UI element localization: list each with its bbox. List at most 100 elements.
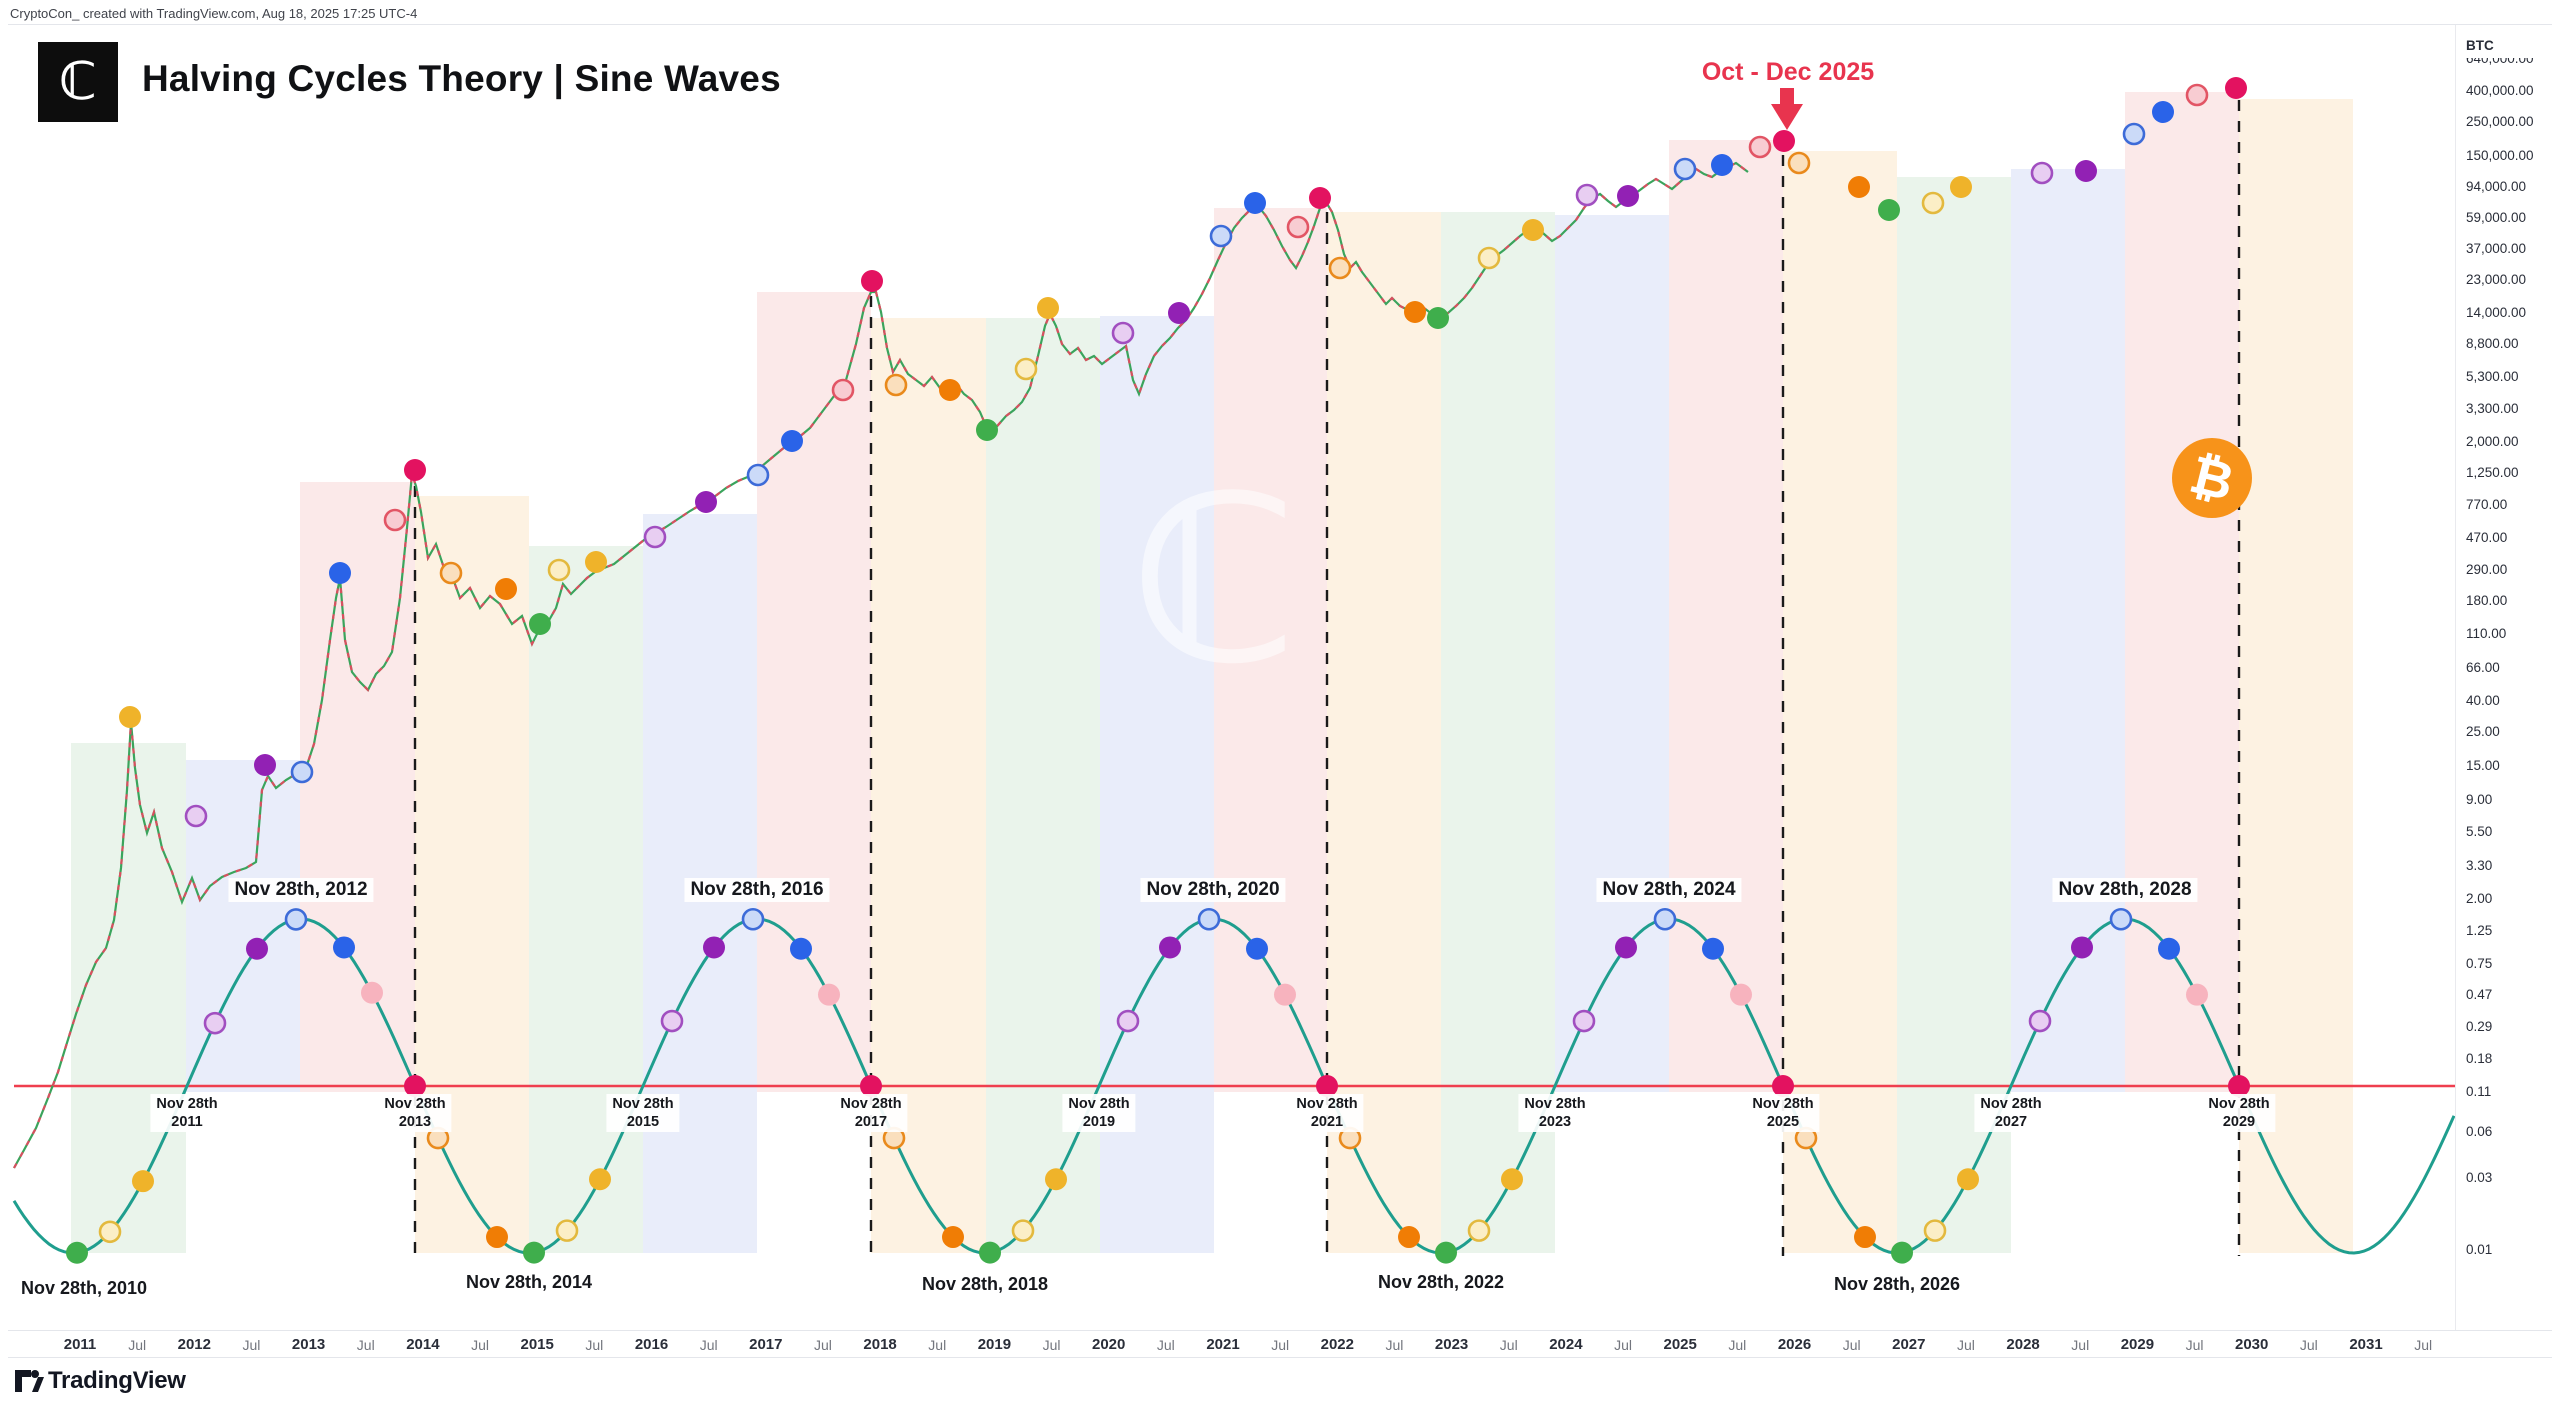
price-dot-lightyellow — [1477, 246, 1501, 270]
price-dot-orange — [1848, 176, 1870, 198]
sine-dot-lightyellow — [98, 1220, 122, 1244]
price-dot-yellow — [585, 551, 607, 573]
peak-date-label: Nov 28th, 2028 — [2052, 878, 2198, 902]
price-dot-lavender — [1575, 183, 1599, 207]
crossing-date-label: Nov 28th 2025 — [1746, 1094, 1820, 1132]
cycle-phase-band — [1555, 215, 1669, 1092]
y-axis-tick: 59,000.00 — [2466, 209, 2527, 225]
x-axis-year-label: 2019 — [977, 1336, 1012, 1353]
price-dot-pink-open — [383, 508, 407, 532]
sine-dot-pink — [361, 981, 383, 1004]
sine-dot-purple — [1159, 936, 1181, 959]
price-dot-lavender — [2030, 161, 2054, 185]
sine-dot-crimson — [404, 1075, 426, 1097]
price-dot-purple — [1168, 302, 1190, 324]
crossing-date-label: Nov 28th 2021 — [1290, 1094, 1364, 1132]
bitcoin-logo-icon — [2172, 438, 2252, 518]
sine-dot-pink — [818, 983, 840, 1006]
price-dot-purple — [1617, 185, 1639, 207]
y-axis-tick: 1,250.00 — [2466, 465, 2519, 481]
x-axis-month-label: Jul — [813, 1337, 832, 1353]
price-dot-green — [1427, 307, 1449, 329]
x-axis-year-label: 2021 — [1206, 1336, 1240, 1353]
cycle-phase-band — [2125, 92, 2239, 1092]
sine-dot-green — [1435, 1241, 1457, 1264]
tradingview-logo-icon[interactable] — [14, 1369, 44, 1397]
cycle-phase-band — [1783, 151, 1897, 1253]
y-axis-tick: 0.18 — [2466, 1050, 2493, 1066]
cryptocon-logo: ℂ — [38, 42, 118, 122]
x-axis-year-label: 2023 — [1434, 1336, 1469, 1353]
y-axis-tick: 14,000.00 — [2466, 305, 2527, 321]
y-axis-tick: 2,000.00 — [2466, 433, 2519, 449]
cycle-phase-band — [300, 482, 415, 1092]
x-axis-year-label: 2024 — [1549, 1336, 1583, 1353]
price-dot-green — [1878, 199, 1900, 221]
trough-date-label: Nov 28th, 2014 — [459, 1271, 599, 1294]
x-axis-year-label: 2012 — [177, 1336, 211, 1353]
y-axis-tick: 0.01 — [2466, 1242, 2493, 1258]
crossing-date-label: Nov 28th 2015 — [606, 1094, 680, 1132]
sine-dot-yellow — [1045, 1168, 1067, 1191]
price-dot-purple — [2075, 160, 2097, 182]
x-axis-month-label: Jul — [471, 1337, 489, 1353]
x-axis-month-label: Jul — [585, 1337, 604, 1353]
sine-dot-pink — [1730, 983, 1752, 1006]
price-dot-lightyellow — [1921, 191, 1945, 215]
crossing-date-label: Nov 28th 2027 — [1974, 1094, 2048, 1132]
price-dot-pink-open — [1286, 215, 1310, 239]
divider — [8, 24, 2552, 25]
y-axis-tick: 3,300.00 — [2466, 400, 2519, 416]
sine-dot-blue — [1246, 937, 1268, 960]
tradingview-brand[interactable]: TradingView — [48, 1367, 186, 1394]
price-dot-orange — [495, 578, 517, 600]
crossing-date-label: Nov 28th 2017 — [834, 1094, 908, 1132]
crossing-date-label: Nov 28th 2013 — [378, 1094, 452, 1132]
price-dot-blue — [2152, 101, 2174, 123]
x-axis-month-label: Jul — [699, 1337, 718, 1353]
price-dot-yellow — [1522, 219, 1544, 241]
sine-dot-lightblue — [2109, 907, 2133, 931]
trough-date-label: Nov 28th, 2018 — [915, 1273, 1055, 1296]
sine-dot-lightyellow — [1011, 1219, 1035, 1242]
price-dot-crimson — [1309, 187, 1331, 209]
x-axis-year-label: 2031 — [2349, 1336, 2383, 1353]
sine-dot-blue — [1702, 937, 1724, 960]
price-dot-pink-open — [831, 378, 855, 402]
cycle-phase-band — [757, 292, 871, 1092]
cycle-phase-band — [71, 743, 186, 1253]
price-dot-yellow — [1037, 297, 1059, 319]
price-dot-lightblue — [2122, 122, 2146, 146]
x-axis-year-label: 2018 — [863, 1336, 897, 1353]
x-axis-year-label: 2015 — [520, 1336, 554, 1353]
publisher-watermark-icon: ℂ — [1131, 452, 1300, 709]
price-dot-orange-open — [439, 561, 463, 585]
crossing-date-label: Nov 28th 2023 — [1518, 1094, 1592, 1132]
y-axis-tick: 0.75 — [2466, 956, 2493, 972]
price-dot-green — [529, 613, 551, 635]
y-axis-tick: 250,000.00 — [2466, 114, 2534, 130]
price-dot-lightblue — [1673, 157, 1697, 181]
y-axis-tick: 23,000.00 — [2466, 272, 2527, 288]
x-axis-month-label: Jul — [1499, 1337, 1518, 1353]
sine-dot-lightyellow — [555, 1219, 579, 1242]
price-dot-lightyellow — [1014, 357, 1038, 381]
y-axis-tick: 0.11 — [2466, 1083, 2492, 1099]
y-axis-tick: 770.00 — [2466, 497, 2508, 513]
y-axis-tick: 2.00 — [2466, 891, 2493, 907]
sine-dot-orange — [486, 1226, 508, 1249]
sine-dot-green — [979, 1241, 1001, 1264]
price-dot-orange — [1404, 301, 1426, 323]
price-dot-pink-open — [1748, 135, 1772, 159]
x-axis-year-label: 2026 — [1777, 1336, 1812, 1353]
time-axis[interactable] — [8, 1330, 2552, 1358]
sine-dot-lightblue — [1197, 907, 1221, 931]
crossing-date-label: Nov 28th 2029 — [2202, 1094, 2276, 1132]
x-axis-year-label: 2016 — [634, 1336, 669, 1353]
x-axis-year-label: 2027 — [1892, 1336, 1926, 1353]
sine-dot-green — [1891, 1241, 1913, 1264]
cryptocon-logo-glyph: ℂ — [58, 53, 98, 111]
y-axis-tick: 1.25 — [2466, 922, 2493, 938]
sine-dot-lightblue — [284, 908, 308, 931]
